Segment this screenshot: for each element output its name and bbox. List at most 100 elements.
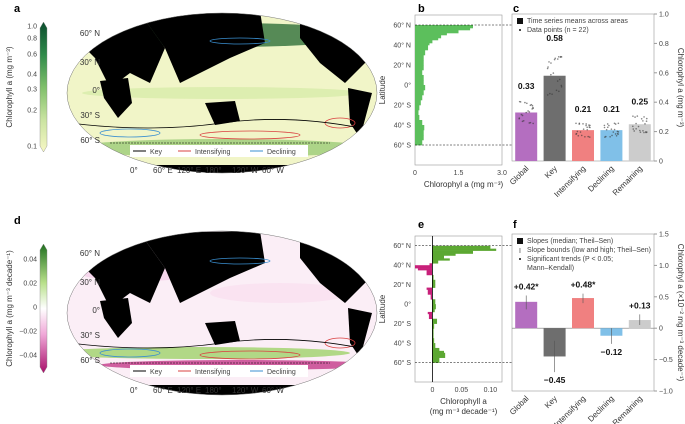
profile-bar bbox=[432, 258, 450, 261]
data-point bbox=[644, 123, 646, 125]
profile-bar bbox=[415, 40, 433, 44]
colorbar-tick: −0.04 bbox=[19, 353, 37, 360]
category-label: Remaining bbox=[611, 394, 644, 424]
legend-dot bbox=[519, 258, 521, 260]
x-tick: 1.5 bbox=[454, 170, 464, 177]
profile-bar bbox=[415, 265, 433, 269]
area-outline bbox=[199, 350, 301, 360]
legend-label-intensifying: Intensifying bbox=[195, 369, 231, 376]
trend-region bbox=[210, 283, 350, 303]
data-point bbox=[553, 58, 556, 61]
legend-label: Slope bounds (low and high; Theil–Sen) bbox=[527, 247, 651, 254]
profile-bar bbox=[432, 245, 491, 249]
latitude-tick: 60° N bbox=[393, 22, 411, 30]
data-point bbox=[617, 131, 620, 133]
colorbar-d: 0.04 0.02 0 −0.02 −0.04 Chlorophyll a (mg m⁻³… bbox=[5, 243, 48, 374]
data-point bbox=[617, 133, 619, 135]
data-point bbox=[526, 102, 528, 105]
profile-bar bbox=[415, 140, 423, 146]
land-mass bbox=[67, 165, 377, 173]
land-mass bbox=[205, 101, 240, 125]
x-tick: 0 bbox=[413, 170, 417, 177]
profile-bar bbox=[432, 343, 436, 349]
latitude-tick: 20° N bbox=[393, 62, 411, 70]
value-label: +0.13 bbox=[629, 300, 651, 310]
data-point bbox=[588, 136, 591, 138]
colorbar-tick: 0 bbox=[33, 305, 37, 312]
category-label: Key bbox=[543, 394, 559, 410]
longitude-label: 120° E bbox=[177, 386, 201, 395]
data-point bbox=[632, 115, 634, 117]
profile-bar bbox=[432, 333, 434, 339]
profile-bar bbox=[415, 90, 424, 96]
data-point bbox=[518, 117, 521, 120]
y-tick: 0.6 bbox=[659, 70, 669, 77]
y-tick: 1.0 bbox=[659, 12, 669, 19]
latitude-tick: 20° N bbox=[393, 281, 411, 289]
data-point bbox=[528, 122, 531, 124]
data-point bbox=[579, 131, 582, 133]
profile-bar bbox=[415, 80, 424, 86]
longitude-label: 120° E bbox=[177, 166, 201, 175]
data-point bbox=[576, 130, 579, 133]
data-point bbox=[585, 123, 587, 125]
colorbar-tick: 0.1 bbox=[27, 144, 37, 151]
data-point bbox=[527, 110, 529, 112]
data-point bbox=[604, 136, 606, 138]
latitude-tick: 60° S bbox=[394, 142, 412, 150]
data-point bbox=[532, 122, 534, 125]
bar-remaining bbox=[628, 124, 651, 161]
trend-region bbox=[67, 347, 350, 359]
profile-bar bbox=[415, 28, 471, 31]
longitude-label: 60° W bbox=[262, 386, 284, 395]
data-point bbox=[610, 128, 613, 130]
data-point bbox=[589, 124, 591, 127]
land-mass bbox=[100, 298, 132, 338]
x-tick: 0.05 bbox=[455, 387, 469, 394]
profile-bar bbox=[415, 135, 424, 141]
data-point bbox=[603, 124, 606, 127]
y-axis-label: Chlorophyl a (×10⁻² mg m⁻³ decade⁻¹) bbox=[676, 244, 685, 382]
profile-bar bbox=[415, 100, 421, 106]
data-point bbox=[614, 133, 617, 135]
panel-label-e: e bbox=[418, 219, 424, 231]
data-point bbox=[645, 120, 648, 122]
data-point bbox=[524, 101, 526, 104]
panel-e: 60° N 40° N 20° N 0° 20° S 40° S 60° S Latitude… bbox=[378, 235, 512, 416]
bar-key bbox=[543, 75, 566, 161]
profile-bar bbox=[426, 287, 433, 290]
profile-bar bbox=[415, 115, 420, 121]
data-point bbox=[521, 114, 524, 117]
data-point bbox=[578, 122, 581, 125]
profile-bar bbox=[415, 43, 430, 46]
data-point bbox=[632, 128, 635, 130]
y-axis-label: Latitude bbox=[378, 294, 387, 323]
colorbar-tick: 0.6 bbox=[27, 52, 37, 59]
colorbar-tick: 0.3 bbox=[27, 87, 37, 94]
panel-label-a: a bbox=[14, 3, 21, 15]
data-point bbox=[577, 134, 580, 137]
colorbar-tick: 0.8 bbox=[27, 36, 37, 43]
data-point bbox=[611, 134, 613, 137]
latitude-label: 60° N bbox=[80, 249, 100, 258]
colorbar-tick: 1.0 bbox=[27, 24, 37, 31]
data-point bbox=[634, 116, 636, 118]
panel-label-d: d bbox=[14, 215, 21, 227]
data-point bbox=[546, 94, 549, 96]
data-point bbox=[528, 111, 531, 113]
category-label: Remaining bbox=[611, 164, 644, 197]
bar-global bbox=[515, 112, 538, 161]
profile-bar bbox=[415, 65, 424, 71]
data-point bbox=[546, 67, 549, 70]
latitude-label: 30° N bbox=[80, 58, 100, 67]
latitude-label: 0° bbox=[92, 86, 100, 95]
profile-bar bbox=[432, 248, 497, 251]
data-point bbox=[613, 128, 616, 131]
profile-bar bbox=[432, 338, 435, 344]
profile-bar bbox=[432, 284, 436, 288]
profile-bar bbox=[415, 35, 442, 39]
latitude-tick: 40° N bbox=[393, 262, 411, 270]
data-point bbox=[633, 130, 636, 132]
legend-bound-icon: I bbox=[519, 248, 521, 255]
key-area-outline bbox=[69, 339, 376, 352]
